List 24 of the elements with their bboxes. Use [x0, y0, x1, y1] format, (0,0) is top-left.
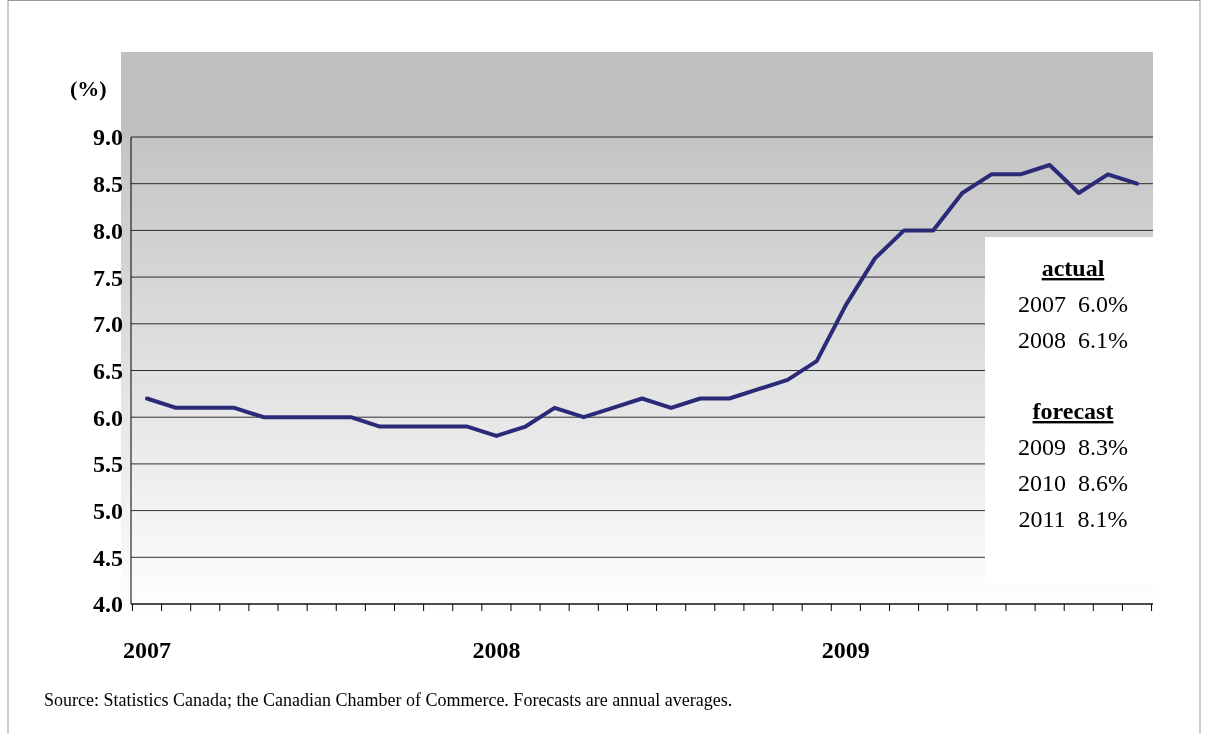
annotation: 2008 6.1%: [1018, 327, 1128, 353]
x-tick-label: 2007: [123, 637, 171, 663]
annotation: actual: [1041, 255, 1105, 281]
x-tick-label: 2008: [472, 637, 521, 663]
annotation: 2011 8.1%: [1018, 506, 1128, 532]
line-series: [145, 163, 1139, 438]
y-tick-label: 8.5: [93, 171, 123, 198]
y-tick-label: 5.0: [93, 498, 123, 524]
y-tick-label: 7.0: [93, 311, 123, 338]
x-tick-label: 2009: [821, 637, 870, 663]
y-axis-title: (%): [70, 76, 107, 101]
y-tick-label: 5.5: [93, 451, 123, 478]
y-tick-label: 6.5: [93, 357, 123, 384]
y-tick-label: 8.0: [93, 217, 123, 244]
y-tick-label: 7.5: [93, 264, 123, 291]
y-tick-label: 9.0: [93, 124, 123, 151]
y-tick-label: 6.0: [93, 404, 123, 431]
annotation: 2007 6.0%: [1018, 291, 1128, 317]
y-tick-label: 4.5: [93, 544, 123, 571]
y-tick-label: 4.0: [93, 591, 123, 618]
annotation: forecast: [1032, 398, 1114, 424]
annotation: 2009 8.3%: [1018, 434, 1128, 460]
annotation: 2010 8.6%: [1018, 470, 1128, 496]
source-note: Source: Statistics Canada; the Canadian Chamber of Commerce. Forecasts are annual averages.: [44, 690, 733, 710]
